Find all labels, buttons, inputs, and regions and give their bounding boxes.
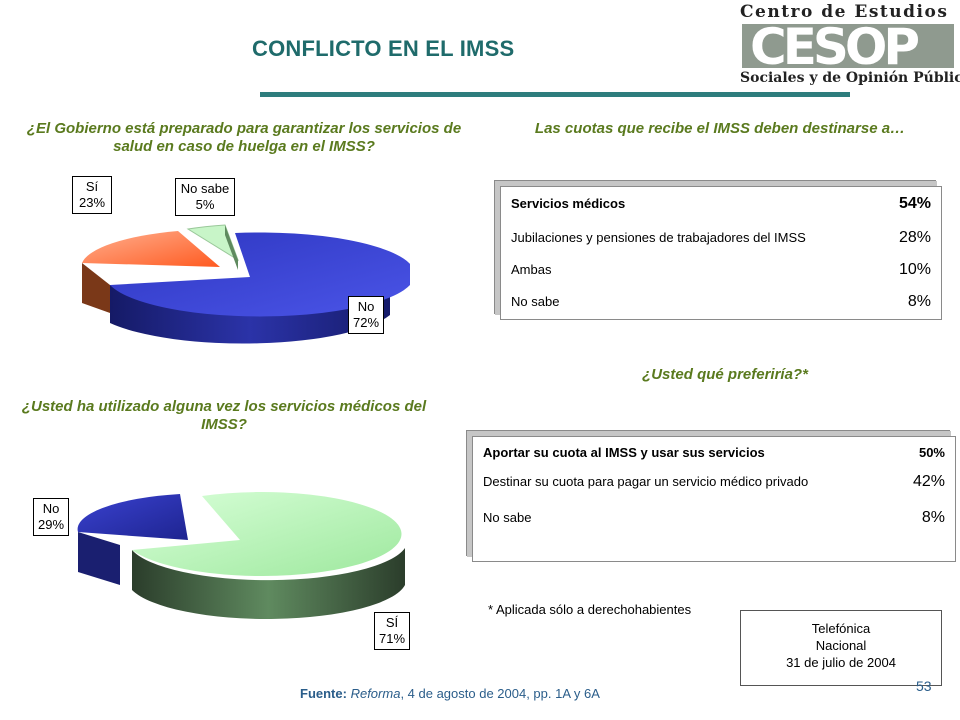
- row-value: 8%: [921, 509, 945, 526]
- row-label: Destinar su cuota para pagar un servicio…: [483, 474, 809, 489]
- page-number: 53: [916, 678, 932, 694]
- panel-cuotas-row-1: Servicios médicos 54%: [511, 195, 931, 213]
- panel-preferencia: Aportar su cuota al IMSS y usar sus serv…: [472, 436, 956, 562]
- slice-no-2: [77, 494, 188, 540]
- slice-nosabe-side: [225, 225, 238, 270]
- cesop-logo: Centro de Estudios CESOP Sociales y de O…: [738, 0, 960, 96]
- panel-preferencia-row-2: Destinar su cuota para pagar un servicio…: [483, 473, 945, 491]
- label-no-1-text: No: [357, 299, 375, 314]
- label-no-2-text: No: [42, 501, 60, 516]
- row-label: No sabe: [483, 510, 532, 525]
- row-label: No sabe: [511, 294, 560, 309]
- survey-source-box: Telefónica Nacional 31 de julio de 2004: [740, 610, 942, 686]
- cesop-logo-mark: CESOP: [742, 20, 954, 70]
- label-si-1-text: Sí: [85, 179, 99, 194]
- slice-si-side: [82, 263, 110, 313]
- logo-mark-text: CESOP: [750, 20, 918, 70]
- slice-si-2: [132, 492, 402, 577]
- row-value: 8%: [907, 293, 931, 310]
- source-publication: Reforma: [350, 686, 401, 701]
- panel-cuotas-row-3: Ambas 10%: [511, 261, 931, 279]
- label-si-2-pct: 71%: [378, 631, 406, 646]
- label-si-1: Sí 23%: [72, 176, 112, 214]
- row-label: Servicios médicos: [511, 196, 626, 211]
- source-citation: Fuente: Reforma, 4 de agosto de 2004, pp…: [300, 686, 600, 701]
- row-label: Aportar su cuota al IMSS y usar sus serv…: [483, 445, 765, 460]
- slice-no: [110, 232, 410, 317]
- page-title: CONFLICTO EN EL IMSS: [252, 36, 515, 61]
- label-no-1-pct: 72%: [352, 315, 380, 330]
- label-nosabe-1-pct: 5%: [195, 197, 215, 212]
- row-value: 28%: [898, 229, 931, 246]
- row-value: 50%: [918, 445, 945, 460]
- source-label: Fuente:: [300, 686, 347, 701]
- label-si-1-pct: 23%: [78, 195, 106, 210]
- question-4: ¿Usted qué preferiría?*: [642, 366, 808, 383]
- survey-scope: Nacional: [815, 638, 867, 653]
- label-si-2-text: SÍ: [385, 615, 399, 630]
- source-details: , 4 de agosto de 2004, pp. 1A y 6A: [400, 686, 600, 701]
- row-value: 10%: [898, 261, 931, 278]
- label-no-2-pct: 29%: [37, 517, 65, 532]
- logo-line2: Sociales y de Opinión Pública: [740, 70, 960, 86]
- panel-preferencia-row-1: Aportar su cuota al IMSS y usar sus serv…: [483, 445, 945, 460]
- panel-cuotas-row-2: Jubilaciones y pensiones de trabajadores…: [511, 229, 931, 247]
- label-nosabe-1: No sabe 5%: [175, 178, 235, 216]
- label-si-2: SÍ 71%: [374, 612, 410, 650]
- survey-method: Telefónica: [811, 621, 871, 636]
- slice-si-2-side: [132, 548, 405, 619]
- question-1: ¿El Gobierno está preparado para garanti…: [26, 120, 462, 155]
- question-3: ¿Usted ha utilizado alguna vez los servi…: [21, 398, 427, 433]
- panel-cuotas-row-4: No sabe 8%: [511, 293, 931, 311]
- label-no-2: No 29%: [33, 498, 69, 536]
- logo-line1: Centro de Estudios: [740, 2, 949, 22]
- panel-preferencia-row-3: No sabe 8%: [483, 509, 945, 527]
- question-2: Las cuotas que recibe el IMSS deben dest…: [534, 120, 906, 137]
- slice-no-2-side: [78, 532, 120, 585]
- row-value: 54%: [898, 195, 931, 212]
- row-label: Jubilaciones y pensiones de trabajadores…: [511, 230, 806, 245]
- label-no-1: No 72%: [348, 296, 384, 334]
- label-nosabe-1-text: No sabe: [180, 181, 230, 196]
- footnote: * Aplicada sólo a derechohabientes: [488, 602, 692, 617]
- slice-si: [82, 231, 220, 267]
- row-value: 42%: [912, 473, 945, 490]
- row-label: Ambas: [511, 262, 552, 277]
- survey-date: 31 de julio de 2004: [786, 655, 896, 670]
- title-rule: [260, 92, 850, 97]
- panel-cuotas: Servicios médicos 54% Jubilaciones y pen…: [500, 186, 942, 320]
- pie-chart-uso-servicios: [77, 492, 405, 619]
- pie-chart-gobierno: [82, 224, 410, 344]
